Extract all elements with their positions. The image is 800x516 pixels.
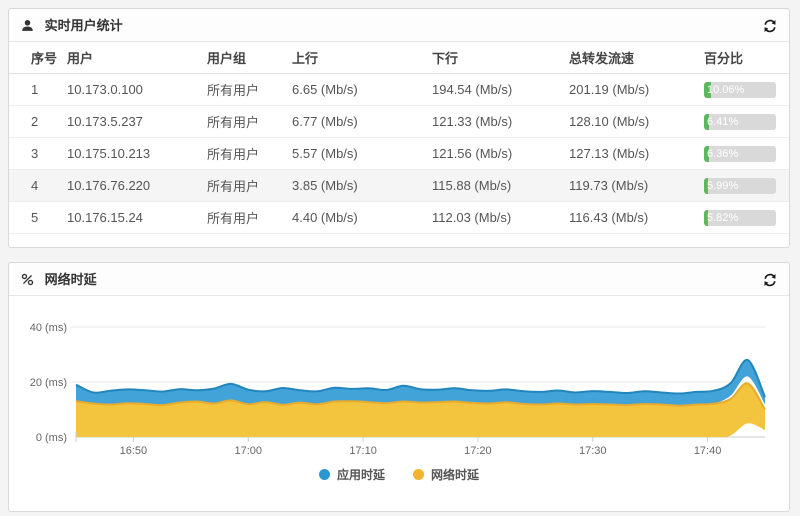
x-tick-label: 17:00 (234, 445, 262, 457)
x-tick-label: 17:10 (349, 445, 377, 457)
table-row[interactable]: 2 10.173.5.237 所有用户 6.77 (Mb/s) 121.33 (… (9, 105, 789, 138)
column-header-total: 总转发流速 (563, 42, 698, 74)
cell-user: 10.175.10.213 (61, 137, 201, 170)
refresh-icon[interactable] (762, 272, 778, 288)
legend-dot-net-latency (413, 469, 424, 480)
cell-percent: 10.06% (698, 73, 789, 106)
percent-bar-fill (704, 113, 709, 130)
percent-bar-fill (704, 209, 709, 226)
area-series-0 (76, 359, 765, 406)
link-icon (21, 265, 34, 298)
realtime-users-panel: 实时用户统计 序号 用户 用户组 上行 下行 总转发流速 百分比 (8, 8, 790, 248)
y-tick-label: 0 (ms) (36, 432, 67, 444)
cell-down: 121.33 (Mb/s) (426, 105, 563, 138)
percent-bar: 5.99% (704, 177, 776, 194)
table-row[interactable]: 4 10.176.76.220 所有用户 3.85 (Mb/s) 115.88 … (9, 169, 789, 202)
cell-index: 5 (9, 201, 61, 234)
cell-up: 3.85 (Mb/s) (286, 169, 426, 202)
legend-item-app-latency[interactable]: 应用时延 (318, 466, 385, 483)
x-tick-label: 17:40 (694, 445, 722, 457)
refresh-icon[interactable] (762, 18, 778, 34)
cell-index: 4 (9, 169, 61, 202)
column-header-user: 用户 (61, 42, 201, 74)
cell-down: 115.88 (Mb/s) (426, 169, 563, 202)
area-series-1 (76, 383, 765, 438)
cell-group: 所有用户 (201, 105, 286, 138)
x-tick-label: 17:30 (579, 445, 607, 457)
network-latency-panel: 网络时延 0 (ms) 20 (ms) 40 (ms) 16:50 17:00 17:10… (8, 262, 790, 512)
x-tick-label: 17:20 (464, 445, 492, 457)
cell-index: 1 (9, 73, 61, 106)
cell-user: 10.173.0.100 (61, 73, 201, 106)
users-table: 序号 用户 用户组 上行 下行 总转发流速 百分比 1 10.173.0.100… (9, 42, 789, 234)
cell-index: 3 (9, 137, 61, 170)
y-tick-label: 40 (ms) (30, 322, 67, 334)
latency-chart: 0 (ms) 20 (ms) 40 (ms) 16:50 17:00 17:10 17:20… (30, 322, 766, 457)
cell-total: 128.10 (Mb/s) (563, 105, 698, 138)
cell-user: 10.173.5.237 (61, 105, 201, 138)
latency-panel-header: 网络时延 (9, 263, 789, 296)
cell-total: 127.13 (Mb/s) (563, 137, 698, 170)
column-header-up: 上行 (286, 42, 426, 74)
cell-down: 121.56 (Mb/s) (426, 137, 563, 170)
cell-user: 10.176.76.220 (61, 169, 201, 202)
line-series-0 (75, 358, 766, 398)
latency-panel-title: 网络时延 (44, 272, 97, 287)
cell-percent: 6.41% (698, 105, 789, 138)
table-row[interactable]: 3 10.175.10.213 所有用户 5.57 (Mb/s) 121.56 … (9, 137, 789, 170)
cell-group: 所有用户 (201, 137, 286, 170)
cell-up: 6.65 (Mb/s) (286, 73, 426, 106)
percent-bar: 10.06% (704, 81, 776, 98)
table-header-row: 序号 用户 用户组 上行 下行 总转发流速 百分比 (9, 42, 789, 74)
cell-percent: 6.36% (698, 137, 789, 170)
chart-legend: 应用时延 网络时延 (9, 466, 789, 483)
table-row[interactable]: 1 10.173.0.100 所有用户 6.65 (Mb/s) 194.54 (… (9, 73, 789, 106)
percent-bar: 6.41% (704, 113, 776, 130)
legend-item-net-latency[interactable]: 网络时延 (413, 466, 479, 483)
table-row[interactable]: 5 10.176.15.24 所有用户 4.40 (Mb/s) 112.03 (… (9, 201, 789, 234)
cell-total: 119.73 (Mb/s) (563, 169, 698, 202)
cell-total: 116.43 (Mb/s) (563, 201, 698, 234)
column-header-index: 序号 (9, 42, 61, 74)
y-tick-label: 20 (ms) (30, 377, 67, 389)
legend-label: 应用时延 (336, 468, 385, 482)
cell-up: 6.77 (Mb/s) (286, 105, 426, 138)
column-header-percent: 百分比 (698, 42, 789, 74)
line-series-1 (75, 382, 766, 411)
cell-group: 所有用户 (201, 169, 286, 202)
cell-total: 201.19 (Mb/s) (563, 73, 698, 106)
legend-label: 网络时延 (431, 468, 480, 482)
user-icon (21, 11, 34, 44)
percent-bar: 5.82% (704, 209, 776, 226)
cell-up: 5.57 (Mb/s) (286, 137, 426, 170)
cell-user: 10.176.15.24 (61, 201, 201, 234)
legend-dot-app-latency (318, 469, 330, 480)
percent-bar-fill (704, 145, 709, 162)
cell-percent: 5.99% (698, 169, 789, 202)
users-panel-header: 实时用户统计 (9, 9, 789, 42)
cell-percent: 5.82% (698, 201, 789, 234)
cell-group: 所有用户 (201, 73, 286, 106)
cell-group: 所有用户 (201, 201, 286, 234)
x-tick-label: 16:50 (120, 445, 148, 457)
column-header-group: 用户组 (201, 42, 286, 74)
cell-down: 194.54 (Mb/s) (426, 73, 563, 106)
column-header-down: 下行 (426, 42, 563, 74)
percent-bar: 6.36% (704, 145, 776, 162)
percent-bar-fill (704, 81, 712, 98)
cell-index: 2 (9, 105, 61, 138)
users-panel-title: 实时用户统计 (44, 18, 123, 33)
percent-bar-fill (704, 177, 709, 194)
cell-down: 112.03 (Mb/s) (426, 201, 563, 234)
cell-up: 4.40 (Mb/s) (286, 201, 426, 234)
